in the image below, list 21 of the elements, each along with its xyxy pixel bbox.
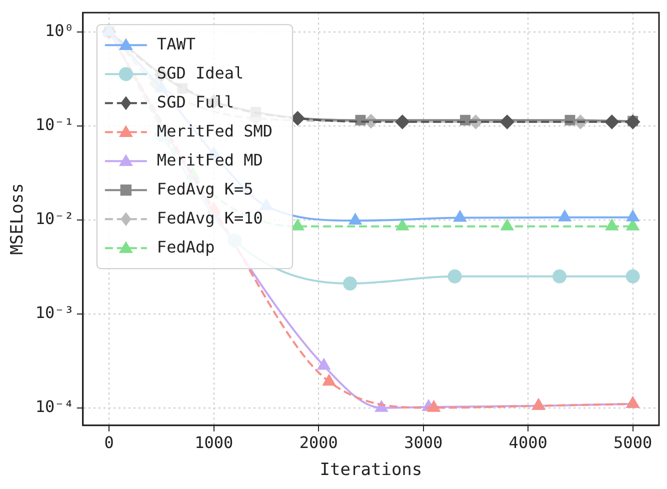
y-tick-label: 10⁰ (45, 20, 74, 40)
x-tick-label: 3000 (404, 433, 443, 452)
legend-label: SGD Full (156, 92, 234, 112)
legend-label: MeritFed MD (156, 150, 263, 170)
y-axis-title: MSELoss (8, 183, 28, 255)
legend-label: MeritFed SMD (156, 121, 273, 140)
legend-label: FedAvg K=5 (156, 179, 254, 198)
x-tick-label: 0 (104, 433, 114, 452)
x-tick-label: 4000 (508, 433, 548, 452)
y-tick-label: 10⁻⁴ (35, 396, 74, 416)
legend-label: TAWT (156, 34, 196, 54)
y-tick-label: 10⁻³ (35, 302, 74, 322)
legend-label: FedAvg K=10 (156, 208, 263, 228)
y-tick-label: 10⁻¹ (35, 114, 74, 134)
x-axis-title: Iterations (320, 460, 422, 480)
legend-label: FedAdp (156, 237, 215, 256)
x-tick-label: 5000 (614, 433, 652, 452)
y-tick-label: 10⁻² (35, 208, 74, 228)
x-tick-label: 1000 (194, 433, 234, 452)
x-tick-label: 2000 (299, 433, 338, 452)
legend-label: SGD Ideal (156, 63, 244, 82)
